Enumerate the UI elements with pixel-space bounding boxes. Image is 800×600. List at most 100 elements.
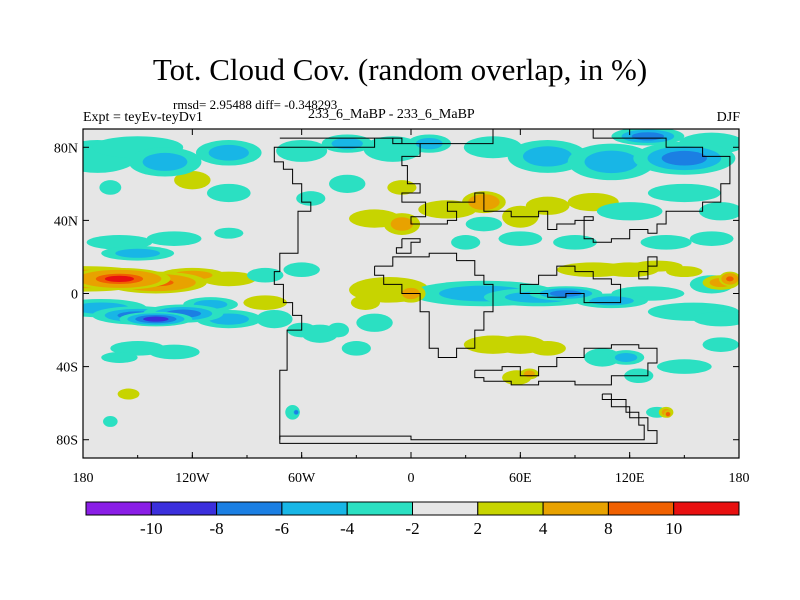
- field-contour: [726, 276, 734, 282]
- colorbar-label: 8: [604, 519, 613, 538]
- field-contour: [640, 235, 692, 250]
- colorbar-swatch: [673, 501, 740, 516]
- field-contour: [363, 136, 422, 162]
- field-contour: [584, 150, 639, 174]
- field-contour: [525, 196, 570, 215]
- field-contour: [665, 412, 670, 417]
- x-tick-label: 60W: [288, 471, 316, 486]
- field-contour: [465, 216, 503, 232]
- field-contour: [522, 146, 573, 167]
- colorbar-label: 2: [474, 519, 483, 538]
- field-contour: [498, 231, 543, 246]
- field-contour: [243, 295, 288, 310]
- field-contour: [256, 309, 293, 329]
- field-contour: [451, 235, 481, 250]
- x-tick-label: 60E: [509, 471, 532, 486]
- x-tick-label: 180: [73, 471, 94, 486]
- continent-outlines: [273, 129, 731, 444]
- continent-outline: [395, 238, 421, 254]
- colorbar-label: 4: [539, 519, 548, 538]
- colorbar-label: -10: [140, 519, 163, 538]
- field-contour: [657, 359, 712, 374]
- y-tick-label: 40S: [56, 361, 78, 376]
- field-contour: [661, 150, 708, 166]
- field-contour: [689, 231, 734, 246]
- continent-outline: [638, 256, 658, 280]
- continent-outline: [279, 393, 658, 444]
- field-contour: [584, 348, 621, 367]
- colorbar: -10 -8 -6 -4 -2 2 4 8 10: [85, 501, 740, 538]
- field-contour: [390, 217, 414, 231]
- field-contour: [208, 144, 249, 161]
- colorbar-swatch: [412, 501, 479, 516]
- field-contour: [214, 227, 244, 239]
- y-tick-label: 40N: [54, 214, 78, 229]
- field-contour: [101, 351, 138, 363]
- field-contour: [693, 311, 739, 327]
- field-contour: [331, 137, 363, 150]
- field-contour: [146, 231, 202, 246]
- colorbar-swatch: [216, 501, 283, 516]
- field-contour: [553, 235, 597, 250]
- colorbar-label: 10: [665, 519, 682, 538]
- field-contour: [174, 171, 211, 190]
- field-contour: [702, 337, 739, 352]
- colorbar-label: -4: [340, 519, 355, 538]
- colorbar-label: -6: [275, 519, 289, 538]
- field-contour: [647, 183, 721, 203]
- field-contour: [103, 415, 118, 427]
- colorbar-swatch: [477, 501, 544, 516]
- colorbar-swatch: [346, 501, 414, 516]
- y-tick-label: 0: [71, 288, 78, 303]
- x-tick-label: 0: [408, 471, 415, 486]
- continent-outline: [273, 129, 731, 440]
- field-contour: [247, 267, 284, 283]
- field-contour: [115, 248, 161, 258]
- case-label: 233_6_MaBP - 233_6_MaBP: [308, 107, 475, 122]
- experiment-label: Expt = teyEv-teyDv1: [83, 110, 203, 125]
- field-contour: [356, 313, 393, 332]
- field-contour: [104, 275, 135, 283]
- field-contour: [142, 152, 188, 171]
- field-contour: [206, 183, 251, 203]
- field-contour: [494, 335, 546, 354]
- field-contour: [143, 316, 169, 322]
- field-contour: [614, 352, 638, 362]
- colorbar-swatch: [607, 501, 675, 516]
- continent-outline: [374, 252, 494, 358]
- field-contour: [117, 388, 140, 400]
- colorbar-swatch: [542, 501, 609, 516]
- x-axis: 180 120W 60W 0 60E 120E 180: [73, 129, 750, 486]
- field-contour: [329, 174, 366, 193]
- chart-title: Tot. Cloud Cov. (random overlap, in %): [152, 52, 648, 87]
- field-contour: [327, 322, 350, 338]
- colorbar-swatch: [150, 501, 218, 516]
- x-tick-label: 120W: [175, 471, 210, 486]
- field-contour: [276, 139, 328, 162]
- colorbar-swatch: [85, 501, 152, 516]
- y-tick-label: 80S: [56, 434, 78, 449]
- field-contour: [99, 180, 122, 195]
- field-contour: [631, 132, 665, 141]
- stats-label: rmsd= 2.95488 diff= -0.348293: [173, 97, 338, 112]
- continent-outline: [519, 265, 622, 304]
- x-tick-label: 120E: [615, 471, 645, 486]
- field-contour: [596, 202, 663, 221]
- colorbar-label: -8: [210, 519, 224, 538]
- season-label: DJF: [716, 110, 740, 125]
- y-tick-label: 80N: [54, 141, 78, 156]
- field-contour: [341, 341, 371, 356]
- colorbar-swatch: [281, 501, 348, 516]
- field-contour: [698, 202, 739, 221]
- field-contour: [148, 344, 200, 360]
- field-contour: [86, 235, 153, 250]
- field-contour: [463, 136, 523, 159]
- field-contour: [294, 410, 299, 415]
- y-axis: 80N 40N 0 40S 80S: [54, 141, 739, 449]
- colorbar-label: -2: [405, 519, 419, 538]
- field-contour: [283, 262, 320, 278]
- x-tick-label: 180: [729, 471, 750, 486]
- continent-outline: [474, 344, 658, 386]
- field-layer: [83, 129, 739, 427]
